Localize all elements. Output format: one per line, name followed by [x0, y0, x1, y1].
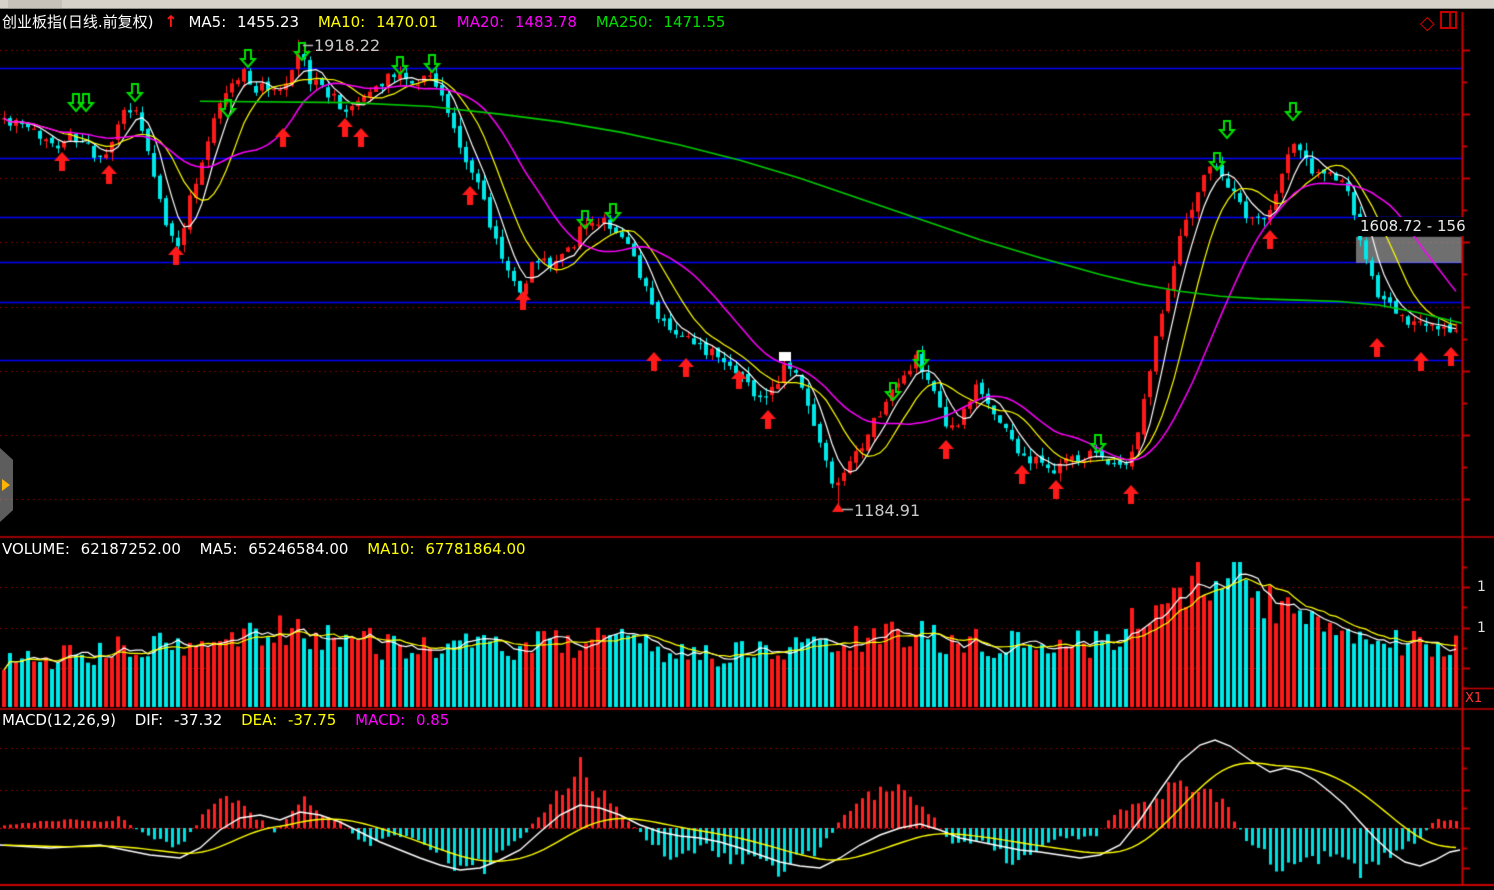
- diamond-icon[interactable]: ◇: [1420, 12, 1435, 34]
- window-chrome-strip: [0, 0, 1494, 9]
- macd-label: MACD:: [355, 711, 406, 729]
- volume-header: VOLUME: 62187252.00 MA5: 65246584.00 MA1…: [2, 540, 532, 558]
- main-chart-header: 创业板指(日线.前复权) ↑ MA5: 1455.23 MA10: 1470.0…: [2, 11, 731, 32]
- ma20-value: 1483.78: [514, 13, 577, 31]
- volume-ma10-label: MA10:: [367, 540, 415, 558]
- chrome-tab: [8, 0, 62, 8]
- symbol-title: 创业板指(日线.前复权): [2, 13, 154, 31]
- ma250-value: 1471.55: [663, 13, 726, 31]
- volume-value: 62187252.00: [80, 540, 181, 558]
- ma250-label: MA250:: [595, 13, 653, 31]
- expand-arrow-icon: [2, 479, 10, 491]
- peak-price-annotation: 1918.22: [314, 36, 381, 55]
- volume-ma5-value: 65246584.00: [248, 540, 349, 558]
- volume-multiplier-label: X1: [1465, 691, 1483, 706]
- price-range-tooltip: 1608.72 - 156: [1357, 217, 1469, 236]
- macd-value: 0.85: [415, 711, 450, 729]
- dea-value: -37.75: [288, 711, 337, 729]
- left-panel-expand-tab[interactable]: [0, 448, 13, 522]
- volume-ma10-value: 67781864.00: [425, 540, 526, 558]
- macd-params-label: MACD(12,26,9): [2, 711, 116, 729]
- ma10-value: 1470.01: [375, 13, 439, 31]
- volume-axis-label-1: 1: [1477, 579, 1486, 595]
- ma20-label: MA20:: [456, 13, 505, 31]
- ma5-value: 1455.23: [237, 13, 300, 31]
- buy-signal-icon: ↑: [164, 12, 178, 31]
- header-tools: ◇: [1420, 11, 1457, 33]
- volume-axis-label-2: 1: [1477, 620, 1486, 636]
- low-price-annotation: 1184.91: [854, 501, 921, 520]
- split-window-pane: [1448, 13, 1451, 27]
- dif-label: DIF:: [134, 711, 164, 729]
- dif-value: -37.32: [173, 711, 223, 729]
- volume-label: VOLUME:: [2, 540, 70, 558]
- macd-header: MACD(12,26,9) DIF: -37.32 DEA: -37.75 MA…: [2, 711, 455, 729]
- volume-ma5-label: MA5:: [199, 540, 238, 558]
- ma10-label: MA10:: [317, 13, 366, 31]
- ma5-label: MA5:: [188, 13, 227, 31]
- split-window-icon[interactable]: [1439, 11, 1457, 29]
- dea-label: DEA:: [241, 711, 278, 729]
